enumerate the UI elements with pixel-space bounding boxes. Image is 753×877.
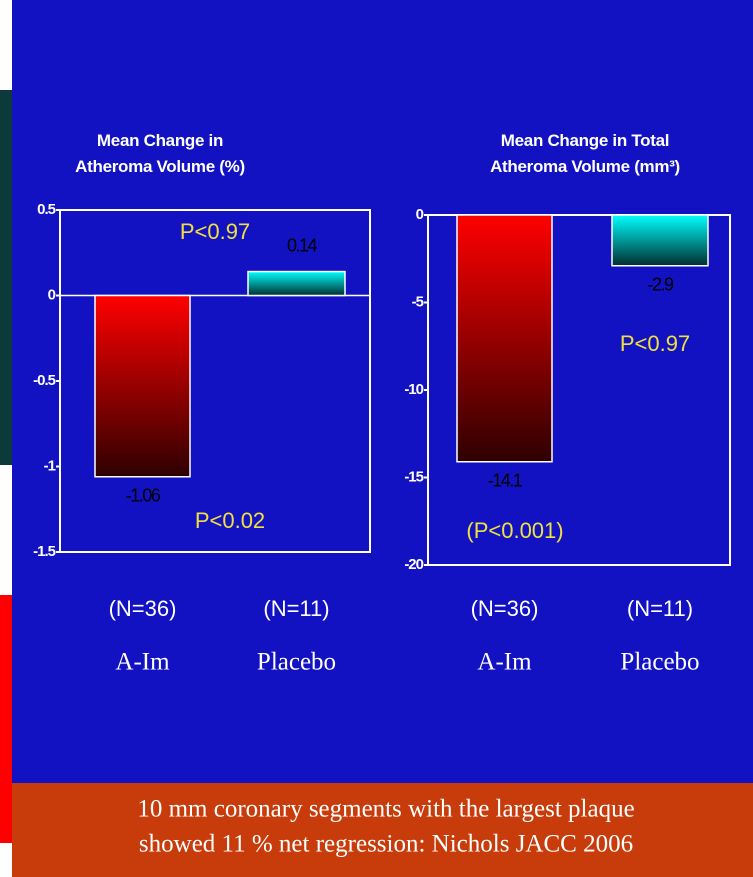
group-size: (N=11) [263, 596, 329, 621]
left-edge-panel [0, 90, 12, 465]
group-size: (N=36) [471, 596, 539, 621]
footer-line: showed 11 % net regression: Nichols JACC… [139, 831, 633, 858]
annotation: P<0.02 [195, 508, 265, 533]
x-tick-label: A-Im [477, 649, 532, 676]
bar [248, 272, 345, 296]
annotation: (P<0.001) [466, 518, 563, 543]
group-size: (N=36) [109, 596, 177, 621]
y-tick-label: -1 [44, 457, 56, 474]
slide: 10 mm coronary segments with the largest… [0, 0, 753, 877]
value-label: -1.06 [126, 486, 161, 506]
bar [612, 215, 708, 266]
value-label: 0.14 [287, 235, 318, 255]
group-size: (N=11) [627, 596, 693, 621]
y-tick-label: -5 [412, 293, 424, 310]
annotation: P<0.97 [180, 219, 250, 244]
y-tick-label: 0 [416, 206, 424, 223]
y-tick-label: -1.5 [33, 543, 56, 560]
y-tick-label: -20 [404, 556, 423, 573]
x-tick-label: A-Im [115, 649, 170, 676]
value-label: -2.9 [647, 275, 674, 295]
chart-title: Mean Change in Total Atheroma Volume (mm… [478, 128, 692, 180]
y-tick-label: 0.5 [37, 201, 56, 218]
bar [457, 215, 552, 462]
y-tick-label: -10 [404, 381, 423, 398]
chart-title: Mean Change in Atheroma Volume (%) [70, 128, 250, 180]
y-tick-label: 0 [48, 286, 56, 303]
y-tick-label: -0.5 [33, 372, 56, 389]
footer-line: 10 mm coronary segments with the largest… [137, 796, 634, 823]
value-label: -14.1 [488, 471, 523, 491]
bar [95, 296, 190, 477]
x-tick-label: Placebo [620, 649, 699, 676]
y-tick-label: -15 [404, 468, 423, 485]
x-tick-label: Placebo [257, 649, 336, 676]
annotation: P<0.97 [620, 331, 690, 356]
left-edge-panel [0, 595, 12, 843]
